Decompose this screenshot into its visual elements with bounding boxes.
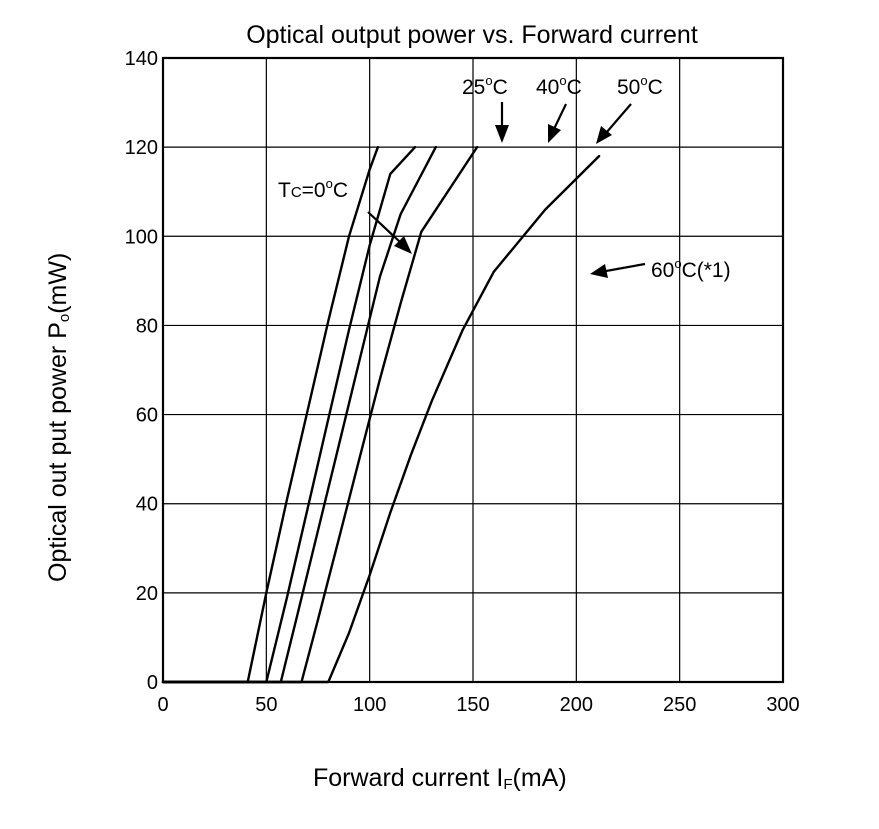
annotation-60c-main: 60 (651, 259, 674, 282)
x-axis-label-unit: (mA) (513, 764, 567, 792)
annotation-25c-unit: C (493, 76, 508, 99)
y-tick-label: 100 (125, 226, 158, 248)
annotation-40c-unit: C (567, 76, 582, 99)
x-tick-label: 300 (766, 694, 799, 716)
arrow-tc-0c (367, 211, 412, 254)
annotation-25c-sup: o (485, 73, 492, 88)
x-axis-label-sub: F (503, 776, 512, 793)
annotation-25c-main: 25 (462, 76, 485, 99)
x-tick-label: 200 (560, 694, 593, 716)
x-tick-label: 250 (663, 694, 696, 716)
x-axis-label: Forward current IF(mA) (313, 764, 567, 793)
annotation-40c: 40oC (536, 73, 582, 99)
grid (162, 57, 784, 683)
x-tick-label: 50 (255, 694, 277, 716)
annotation-60c-unit: C(*1) (682, 259, 731, 282)
series-line-3 (161, 145, 479, 684)
y-axis-label-unit: (mW) (44, 253, 72, 314)
series-line-0 (161, 145, 380, 684)
annotation-tc-small: C (291, 184, 302, 201)
y-tick-labels: 0 20 40 60 80 100 120 140 (125, 48, 158, 694)
x-tick-label: 0 (157, 694, 168, 716)
annotation-50c: 50oC (617, 73, 663, 99)
arrow-25c (495, 102, 509, 143)
y-tick-label: 60 (136, 405, 158, 427)
plot-frame (161, 56, 785, 684)
annotation-tc-0c: TC=0oC (278, 176, 348, 202)
annotation-tc-rest: =0 (302, 179, 326, 202)
arrow-50c (596, 103, 632, 144)
annotation-tc-sup: o (326, 176, 333, 191)
arrow-60c (590, 262, 646, 278)
annotation-50c-main: 50 (617, 76, 640, 99)
y-tick-label: 20 (136, 583, 158, 605)
x-tick-label: 150 (456, 694, 489, 716)
y-tick-label: 120 (125, 137, 158, 159)
y-axis-label-main: Optical out put power P (44, 322, 72, 582)
annotation-40c-main: 40 (536, 76, 559, 99)
y-axis-label-sub: o (56, 314, 73, 322)
arrow-40c (548, 103, 567, 143)
x-tick-labels: 0 50 100 150 200 250 300 (157, 694, 799, 716)
x-tick-label: 100 (353, 694, 386, 716)
annotation-40c-sup: o (559, 73, 566, 88)
annotation-50c-sup: o (640, 73, 647, 88)
annotation-50c-unit: C (648, 76, 663, 99)
y-tick-label: 80 (136, 315, 158, 337)
x-axis-label-main: Forward current I (313, 764, 503, 792)
annotation-tc-main: T (278, 179, 291, 202)
y-tick-label: 0 (147, 672, 158, 694)
series-line-4 (161, 154, 601, 684)
y-tick-label: 140 (125, 48, 158, 70)
annotation-tc-unit: C (333, 179, 348, 202)
annotation-25c: 25oC (462, 73, 508, 99)
annotation-60c: 60oC(*1) (651, 256, 731, 282)
y-tick-label: 40 (136, 494, 158, 516)
chart-title: Optical output power vs. Forward current (246, 21, 698, 49)
series-line-1 (161, 145, 417, 684)
annotation-60c-sup: o (674, 256, 681, 271)
y-axis-label: Optical out put power Po(mW) (44, 253, 73, 582)
